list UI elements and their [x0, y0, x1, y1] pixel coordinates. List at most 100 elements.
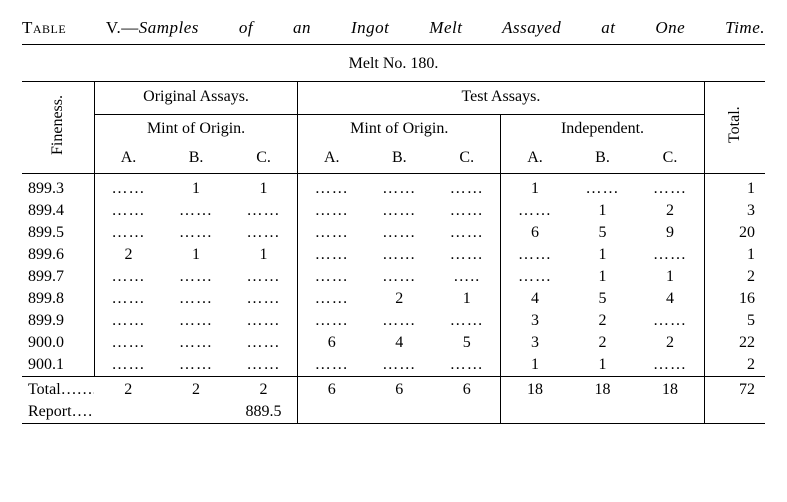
- table-row: 899.7……………………………..……112: [22, 266, 765, 288]
- report-value: 889.5: [230, 401, 298, 424]
- table-row: 900.0………………64532222: [22, 332, 765, 354]
- report-row: Report…… 889.5: [22, 401, 765, 424]
- cell-ia: ……: [501, 244, 569, 266]
- cell-ic: ……: [636, 244, 704, 266]
- cell-oa: ……: [94, 266, 162, 288]
- cell-ta: ……: [298, 310, 366, 332]
- cell-fineness: 899.4: [22, 200, 94, 222]
- melt-number: Melt No. 180.: [22, 55, 765, 73]
- header-ind-a: A.: [501, 144, 569, 174]
- total-ob: 2: [162, 377, 230, 402]
- header-test-assays: Test Assays.: [298, 82, 704, 115]
- cell-ic: ……: [636, 310, 704, 332]
- cell-ic: 9: [636, 222, 704, 244]
- cell-oc: 1: [230, 244, 298, 266]
- total-grand: 72: [704, 377, 765, 402]
- cell-ta: ……: [298, 288, 366, 310]
- total-tb: 6: [365, 377, 433, 402]
- cell-ib: 5: [569, 288, 637, 310]
- cell-ib: 1: [569, 200, 637, 222]
- cell-oc: ……: [230, 200, 298, 222]
- header-test-b: B.: [365, 144, 433, 174]
- cell-total: 16: [704, 288, 765, 310]
- cell-total: 1: [704, 174, 765, 201]
- cell-fineness: 900.1: [22, 354, 94, 377]
- cell-fineness: 899.9: [22, 310, 94, 332]
- cell-ob: ……: [162, 288, 230, 310]
- cell-ib: 5: [569, 222, 637, 244]
- header-orig-a: A.: [94, 144, 162, 174]
- cell-oa: ……: [94, 174, 162, 201]
- cell-tb: 2: [365, 288, 433, 310]
- header-orig-b: B.: [162, 144, 230, 174]
- cell-ia: 1: [501, 354, 569, 377]
- cell-oc: ……: [230, 266, 298, 288]
- cell-ta: ……: [298, 354, 366, 377]
- cell-fineness: 899.6: [22, 244, 94, 266]
- cell-ia: 4: [501, 288, 569, 310]
- header-ind-b: B.: [569, 144, 637, 174]
- table-row: 899.3……11………………1…………1: [22, 174, 765, 201]
- cell-fineness: 899.8: [22, 288, 94, 310]
- total-tc: 6: [433, 377, 501, 402]
- cell-ob: ……: [162, 310, 230, 332]
- cell-total: 22: [704, 332, 765, 354]
- table-row: 899.4……………………………………123: [22, 200, 765, 222]
- header-orig-c: C.: [230, 144, 298, 174]
- cell-tc: 5: [433, 332, 501, 354]
- cell-ob: ……: [162, 332, 230, 354]
- table-row: 900.1………………………………11……2: [22, 354, 765, 377]
- header-fineness: Fineness.: [22, 82, 94, 174]
- total-ib: 18: [569, 377, 637, 402]
- cell-ic: 1: [636, 266, 704, 288]
- table-body: 899.3……11………………1…………1899.4………………………………………: [22, 174, 765, 377]
- cell-total: 2: [704, 354, 765, 377]
- cell-ic: 4: [636, 288, 704, 310]
- cell-ta: ……: [298, 174, 366, 201]
- cell-ib: 1: [569, 354, 637, 377]
- cell-ib: 1: [569, 244, 637, 266]
- cell-fineness: 899.7: [22, 266, 94, 288]
- cell-ob: ……: [162, 266, 230, 288]
- cell-tc: ……: [433, 244, 501, 266]
- total-oa: 2: [94, 377, 162, 402]
- cell-oa: ……: [94, 310, 162, 332]
- rule-top: [22, 44, 765, 45]
- cell-tc: 1: [433, 288, 501, 310]
- cell-ic: ……: [636, 354, 704, 377]
- table-row: 899.5………………………………65920: [22, 222, 765, 244]
- total-ic: 18: [636, 377, 704, 402]
- cell-oa: 2: [94, 244, 162, 266]
- cell-ic: 2: [636, 332, 704, 354]
- report-label: Report……: [22, 401, 94, 424]
- cell-ia: 3: [501, 310, 569, 332]
- cell-tc: …..: [433, 266, 501, 288]
- cell-tc: ……: [433, 222, 501, 244]
- cell-tb: ……: [365, 222, 433, 244]
- cell-ta: ……: [298, 222, 366, 244]
- cell-tc: ……: [433, 174, 501, 201]
- total-label: Total……..: [22, 377, 94, 402]
- cell-ib: 2: [569, 332, 637, 354]
- cell-ob: ……: [162, 222, 230, 244]
- total-ia: 18: [501, 377, 569, 402]
- table-row: 899.8……………………2145416: [22, 288, 765, 310]
- cell-oc: ……: [230, 354, 298, 377]
- cell-ta: ……: [298, 200, 366, 222]
- header-mint-origin-2: Mint of Origin.: [298, 114, 501, 144]
- cell-total: 3: [704, 200, 765, 222]
- header-ind-c: C.: [636, 144, 704, 174]
- assay-table: Fineness. Original Assays. Test Assays. …: [22, 81, 765, 424]
- total-ta: 6: [298, 377, 366, 402]
- cell-tc: ……: [433, 310, 501, 332]
- cell-oa: ……: [94, 222, 162, 244]
- cell-ia: ……: [501, 266, 569, 288]
- cell-ic: 2: [636, 200, 704, 222]
- cell-ob: ……: [162, 354, 230, 377]
- cell-fineness: 900.0: [22, 332, 94, 354]
- cell-ib: ……: [569, 174, 637, 201]
- cell-tc: ……: [433, 354, 501, 377]
- cell-oa: ……: [94, 288, 162, 310]
- cell-ia: 1: [501, 174, 569, 201]
- cell-ia: 3: [501, 332, 569, 354]
